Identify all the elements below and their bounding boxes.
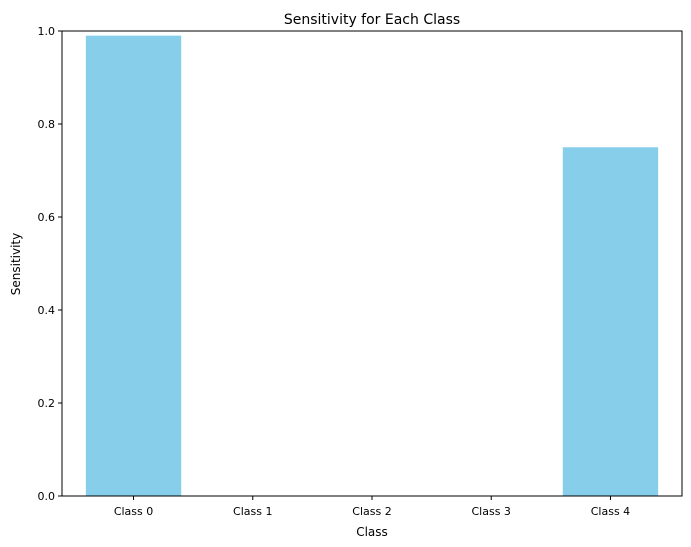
y-tick-label: 0.0: [38, 490, 56, 503]
y-tick-label: 0.4: [38, 304, 56, 317]
x-axis-label: Class: [356, 525, 388, 539]
y-tick-label: 0.6: [38, 211, 56, 224]
plot-area: 0.0 0.2 0.4 0.6 0.8 1.0 Class 0 Class 1 Class 2 C…: [38, 25, 683, 518]
bar-class-0: [85, 35, 182, 497]
y-tick-label: 1.0: [38, 25, 56, 38]
x-tick-label: Class 4: [591, 505, 630, 518]
x-tick-label: Class 3: [472, 505, 511, 518]
x-tick-label: Class 1: [233, 505, 272, 518]
y-axis-label: Sensitivity: [9, 233, 23, 295]
x-tick-label: Class 0: [114, 505, 153, 518]
y-tick-label: 0.8: [38, 118, 56, 131]
chart-title: Sensitivity for Each Class: [284, 12, 460, 28]
x-tick-label: Class 2: [352, 505, 391, 518]
y-tick-label: 0.2: [38, 397, 56, 410]
bar-class-4: [562, 147, 659, 496]
